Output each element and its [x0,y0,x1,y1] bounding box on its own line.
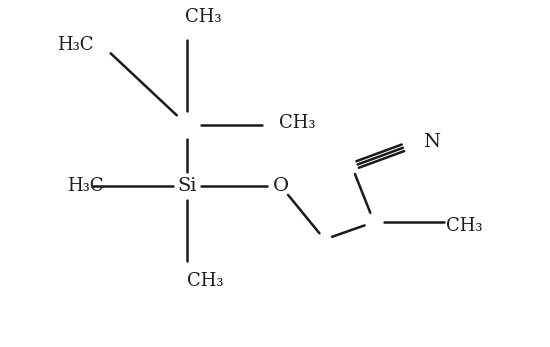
Text: CH₃: CH₃ [279,114,315,132]
Text: Si: Si [177,177,197,195]
Text: N: N [424,133,441,151]
Text: CH₃: CH₃ [187,272,223,290]
Text: CH₃: CH₃ [446,217,482,235]
Text: CH₃: CH₃ [185,8,221,26]
Text: H₃C: H₃C [67,177,103,195]
Text: H₃C: H₃C [57,36,94,54]
Text: O: O [272,177,289,195]
